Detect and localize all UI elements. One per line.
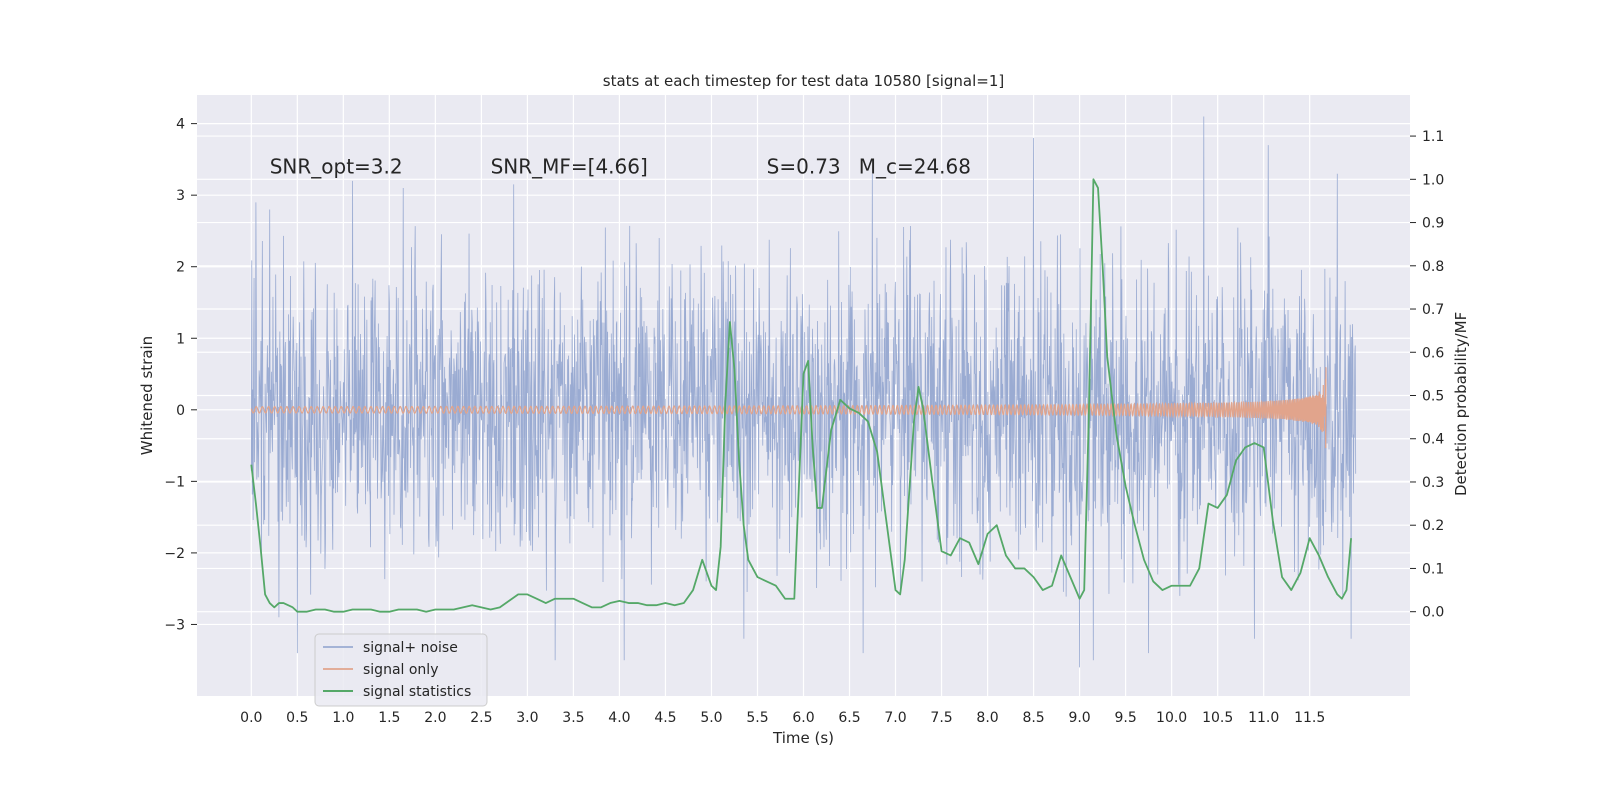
- right-y-tick-label: 0.7: [1422, 302, 1444, 318]
- x-tick-label: 0.5: [286, 710, 308, 726]
- signal-only-series: [250, 366, 1327, 449]
- signal-statistics-line: [250, 178, 1352, 613]
- x-tick-label: 10.0: [1156, 710, 1187, 726]
- annotation-snr-opt: SNR_opt=3.2: [270, 155, 403, 179]
- chart-title: stats at each timestep for test data 105…: [603, 72, 1004, 90]
- gridlines: [197, 95, 1410, 696]
- right-y-tick-label: 0.2: [1422, 518, 1444, 534]
- y-tick-label: −3: [164, 617, 185, 633]
- x-tick-label: 7.5: [930, 710, 952, 726]
- axis-ticks: 0.0 0.5 1.0 1.5 2.0 2.5 3.0 3.5 4.0 4.5 5.0 5.5 6.0 6…: [164, 117, 1444, 726]
- x-tick-label: 11.5: [1294, 710, 1325, 726]
- x-tick-label: 1.0: [332, 710, 354, 726]
- y-tick-label: −2: [164, 546, 185, 562]
- annotation-s: S=0.73: [767, 155, 841, 179]
- x-tick-label: 6.0: [792, 710, 814, 726]
- annotations: SNR_opt=3.2 SNR_MF=[4.66] S=0.73 M_c=24.…: [270, 155, 971, 179]
- legend-label-signal-noise: signal+ noise: [363, 640, 458, 656]
- y-tick-label: 3: [176, 188, 185, 204]
- x-tick-label: 0.0: [240, 710, 262, 726]
- right-y-axis-label: Detection probability/MF: [1452, 312, 1470, 496]
- y-axis-label: Whitened strain: [138, 336, 156, 455]
- x-tick-label: 6.5: [838, 710, 860, 726]
- legend-box: [314, 633, 488, 707]
- right-y-tick-label: 0.1: [1422, 561, 1444, 577]
- signal-noise-line: [250, 116, 1357, 668]
- right-y-tick-label: 1.1: [1422, 129, 1444, 145]
- x-tick-label: 8.5: [1022, 710, 1044, 726]
- x-tick-label: 9.0: [1068, 710, 1090, 726]
- right-y-tick-label: 0.9: [1422, 216, 1444, 232]
- legend: signal+ noise signal only signal statist…: [314, 633, 488, 707]
- legend-label-signal-statistics: signal statistics: [363, 684, 471, 700]
- annotation-snr-mf: SNR_MF=[4.66]: [491, 155, 648, 179]
- signal-only-line: [250, 366, 1327, 449]
- right-y-tick-label: 0.8: [1422, 259, 1444, 275]
- x-tick-label: 10.5: [1202, 710, 1233, 726]
- annotation-mc: M_c=24.68: [859, 155, 971, 179]
- legend-label-signal-only: signal only: [363, 662, 438, 678]
- right-y-tick-label: 0.6: [1422, 345, 1444, 361]
- right-y-tick-label: 0.5: [1422, 389, 1444, 405]
- x-tick-label: 8.0: [976, 710, 998, 726]
- x-tick-label: 3.5: [562, 710, 584, 726]
- y-tick-label: 4: [176, 117, 185, 133]
- signal-statistics-series: [250, 178, 1352, 613]
- right-y-tick-label: 0.3: [1422, 475, 1444, 491]
- y-tick-label: 2: [176, 260, 185, 276]
- y-tick-label: 0: [176, 403, 185, 419]
- x-tick-label: 1.5: [378, 710, 400, 726]
- y-tick-label: 1: [176, 331, 185, 347]
- right-y-tick-label: 1.0: [1422, 172, 1444, 188]
- x-tick-label: 3.0: [516, 710, 538, 726]
- right-y-tick-label: 0.4: [1422, 432, 1444, 448]
- x-tick-label: 2.5: [470, 710, 492, 726]
- x-tick-label: 4.5: [654, 710, 676, 726]
- x-tick-label: 2.0: [424, 710, 446, 726]
- x-tick-label: 5.0: [700, 710, 722, 726]
- y-tick-label: −1: [164, 474, 185, 490]
- x-tick-label: 7.0: [884, 710, 906, 726]
- x-tick-label: 4.0: [608, 710, 630, 726]
- x-tick-label: 5.5: [746, 710, 768, 726]
- right-y-tick-label: 0.0: [1422, 605, 1444, 621]
- x-axis-label: Time (s): [772, 729, 834, 747]
- signal-noise-series: [250, 116, 1357, 668]
- x-tick-label: 11.0: [1248, 710, 1279, 726]
- x-tick-label: 9.5: [1114, 710, 1136, 726]
